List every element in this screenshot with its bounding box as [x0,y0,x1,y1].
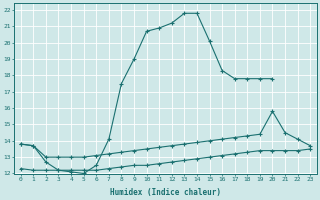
X-axis label: Humidex (Indice chaleur): Humidex (Indice chaleur) [110,188,221,197]
